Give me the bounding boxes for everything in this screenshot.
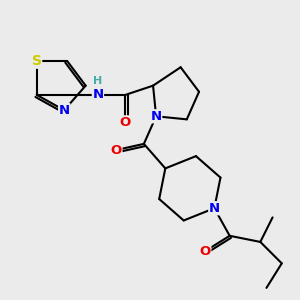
Text: S: S [32,54,42,68]
Text: N: N [151,110,162,123]
Text: H: H [93,76,103,86]
Text: N: N [92,88,104,101]
Text: O: O [120,116,131,129]
Text: O: O [200,244,211,258]
Text: N: N [209,202,220,215]
Text: N: N [58,104,70,117]
Text: O: O [111,143,122,157]
